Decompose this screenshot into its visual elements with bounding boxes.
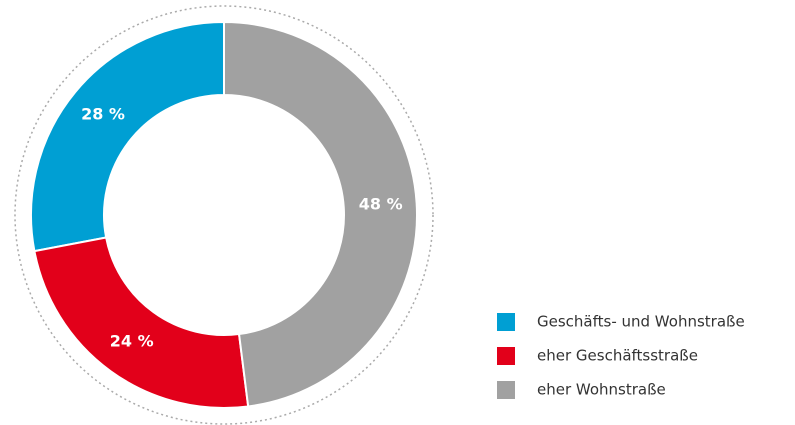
value-label: 24 % — [110, 332, 154, 351]
value-label: 48 % — [359, 195, 403, 214]
legend-swatch — [497, 381, 515, 399]
legend-swatch — [497, 347, 515, 365]
donut-slice — [30, 20, 225, 253]
value-label: 28 % — [81, 104, 125, 123]
legend-label: eher Wohnstraße — [537, 381, 666, 399]
legend-label: eher Geschäftsstraße — [537, 347, 698, 365]
outer-ring — [14, 5, 434, 425]
donut-slice — [33, 236, 250, 409]
legend-label: Geschäfts- und Wohnstraße — [537, 313, 745, 331]
legend-swatch — [497, 313, 515, 331]
donut-slice — [223, 20, 418, 408]
